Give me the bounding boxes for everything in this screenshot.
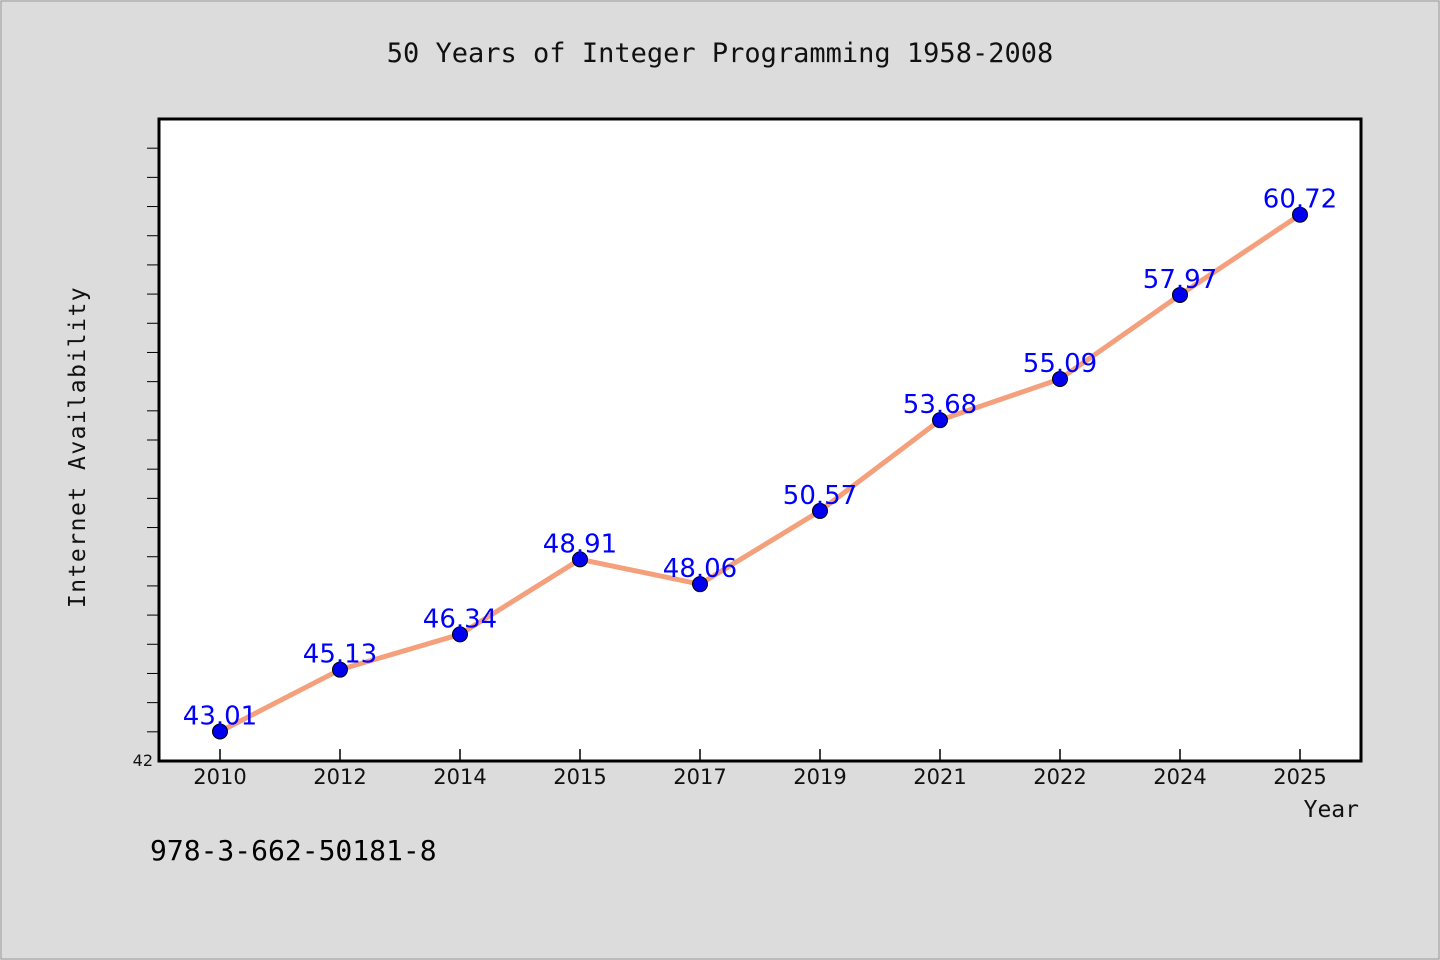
x-tick-label: 2022 xyxy=(1033,765,1086,789)
data-point xyxy=(1292,206,1308,223)
series-line xyxy=(217,212,1303,735)
data-point xyxy=(932,412,948,429)
data-point xyxy=(452,626,468,643)
data-label: 45.13 xyxy=(303,640,377,670)
x-tick-label: 2010 xyxy=(193,765,246,789)
x-tick-label: 2019 xyxy=(793,765,846,789)
x-tick-label: 2024 xyxy=(1153,765,1206,789)
x-tick-label: 2025 xyxy=(1273,765,1326,789)
x-tick-label: 2012 xyxy=(313,765,366,789)
data-point xyxy=(332,661,348,678)
data-labels: 43.01 45.13 46.34 48.91 48.06 50.57 53.68 55.09… xyxy=(183,185,1337,732)
x-axis-title: Year xyxy=(1304,797,1359,823)
data-label: 48.91 xyxy=(543,529,617,559)
x-tick-label: 2017 xyxy=(673,765,726,789)
data-markers xyxy=(212,206,1308,740)
data-label: 57.97 xyxy=(1143,265,1217,295)
data-label: 60.72 xyxy=(1263,185,1337,215)
data-label: 50.57 xyxy=(783,481,857,511)
plot-area xyxy=(157,117,1363,763)
data-point xyxy=(1172,286,1188,303)
data-point xyxy=(212,723,228,740)
x-tick-label: 2014 xyxy=(433,765,486,789)
y-tick-label: 42 xyxy=(133,751,153,770)
data-point xyxy=(572,551,588,568)
data-point xyxy=(1052,371,1068,388)
y-axis-ticks xyxy=(147,147,159,733)
data-label: 46.34 xyxy=(423,604,497,634)
data-label: 43.01 xyxy=(183,702,257,732)
data-label: 53.68 xyxy=(903,390,977,420)
x-tick-label: 2021 xyxy=(913,765,966,789)
x-tick-label: 2015 xyxy=(553,765,606,789)
chart-title: 50 Years of Integer Programming 1958-200… xyxy=(387,38,1053,69)
data-label: 48.06 xyxy=(663,554,737,584)
x-axis-tick-labels: 2010 2012 2014 2015 2017 2019 2021 2022 2024 2025 xyxy=(193,765,1326,789)
x-axis-ticks xyxy=(219,749,1301,761)
data-label: 55.09 xyxy=(1023,349,1097,379)
footer-isbn: 978-3-662-50181-8 xyxy=(150,834,437,867)
data-point xyxy=(812,502,828,519)
y-axis-title: Internet Availability xyxy=(65,286,91,608)
data-point xyxy=(692,576,708,593)
